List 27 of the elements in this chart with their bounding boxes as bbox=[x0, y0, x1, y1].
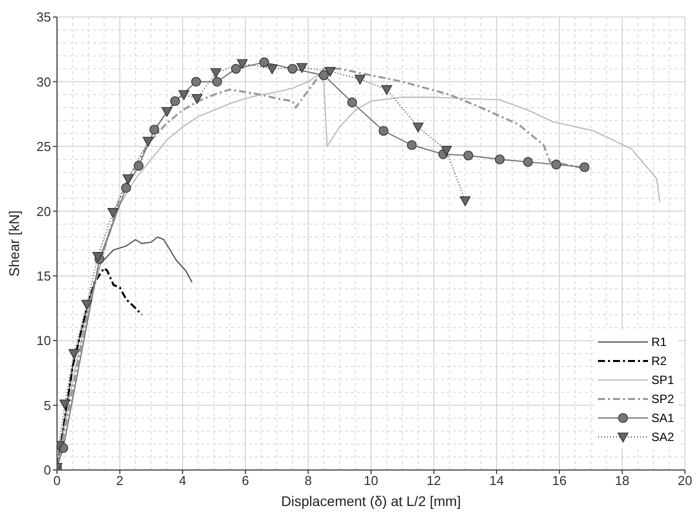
y-tick-label: 30 bbox=[36, 74, 51, 90]
y-tick-label: 15 bbox=[36, 268, 51, 284]
y-axis-title: Shear [kN] bbox=[6, 210, 22, 277]
x-tick-label: 0 bbox=[53, 473, 61, 488]
x-tick-label: 20 bbox=[678, 473, 692, 488]
y-tick-label: 5 bbox=[44, 398, 51, 413]
x-tick-label: 2 bbox=[116, 473, 124, 488]
y-tick-label: 20 bbox=[36, 204, 51, 219]
x-tick-label: 18 bbox=[614, 473, 630, 488]
x-tick-label: 4 bbox=[178, 473, 186, 488]
legend-label: SA1 bbox=[651, 410, 674, 424]
legend-label: SP2 bbox=[651, 392, 674, 406]
x-tick-label: 12 bbox=[426, 473, 442, 488]
y-tick-label: 10 bbox=[36, 333, 51, 348]
x-tick-label: 14 bbox=[489, 473, 504, 488]
legend-label: SA2 bbox=[651, 430, 674, 444]
legend-label: SP1 bbox=[651, 372, 674, 386]
x-tick-label: 10 bbox=[364, 473, 378, 488]
y-tick-label: 25 bbox=[36, 139, 51, 154]
y-tick-label: 35 bbox=[36, 10, 51, 25]
x-tick-label: 6 bbox=[242, 473, 250, 488]
legend-label: R1 bbox=[651, 334, 667, 348]
y-tick-label: 0 bbox=[44, 462, 51, 478]
x-tick-label: 16 bbox=[552, 473, 567, 488]
legend-label: R2 bbox=[651, 354, 667, 368]
x-axis-title: Displacement (δ) at L/2 [mm] bbox=[281, 493, 461, 509]
x-tick-label: 8 bbox=[304, 473, 312, 488]
